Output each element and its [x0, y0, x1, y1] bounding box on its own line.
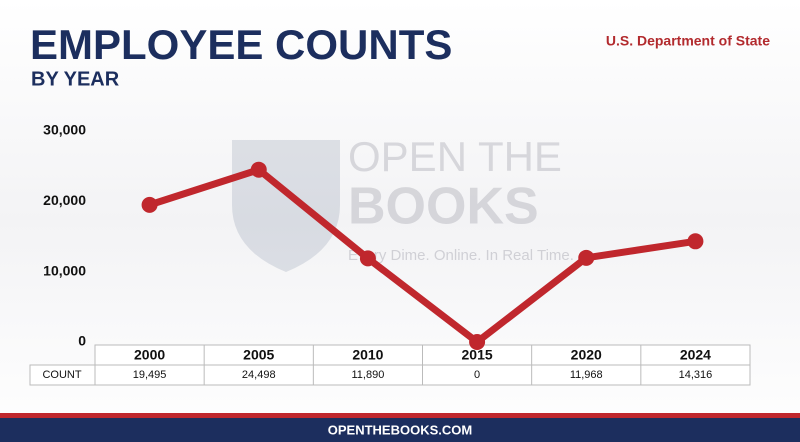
x-tick-label: 2015 [462, 347, 493, 363]
y-tick-label: 30,000 [43, 122, 86, 138]
point [250, 161, 267, 178]
point [141, 196, 158, 213]
chart-title: EMPLOYEE COUNTS [30, 21, 452, 68]
watermark-text: BOOKS [348, 178, 539, 236]
value-label: 14,316 [679, 369, 713, 381]
x-tick-label: 2005 [243, 347, 274, 363]
point [687, 233, 704, 250]
value-label: 11,968 [570, 369, 603, 381]
x-tick-label: 2020 [571, 347, 602, 363]
point [359, 250, 376, 267]
y-tick-label: 20,000 [43, 192, 86, 208]
value-label: 11,890 [352, 369, 385, 381]
y-tick-label: 0 [78, 333, 86, 349]
x-tick-label: 2024 [680, 347, 711, 363]
point [469, 334, 486, 350]
line [148, 166, 696, 346]
watermark-text: Every Dime. Online. In Real Time. [348, 247, 574, 264]
chart-subtitle: BY YEAR [31, 68, 120, 90]
footer-bar [0, 418, 800, 442]
footer-stripe [0, 413, 800, 418]
value-label: 24,498 [242, 369, 276, 381]
x-tick-label: 2000 [134, 347, 165, 363]
row-label: COUNT [42, 369, 81, 381]
source: U.S. Department of State [606, 33, 770, 49]
x-tick-label: 2010 [352, 347, 383, 363]
point [578, 249, 595, 266]
value-label: 19,495 [133, 369, 167, 381]
watermark-text: OPEN THE [348, 133, 562, 180]
y-tick-label: 10,000 [43, 262, 86, 278]
footer-text: OPENTHEBOOKS.COM [328, 422, 472, 437]
value-label: 0 [474, 369, 480, 381]
